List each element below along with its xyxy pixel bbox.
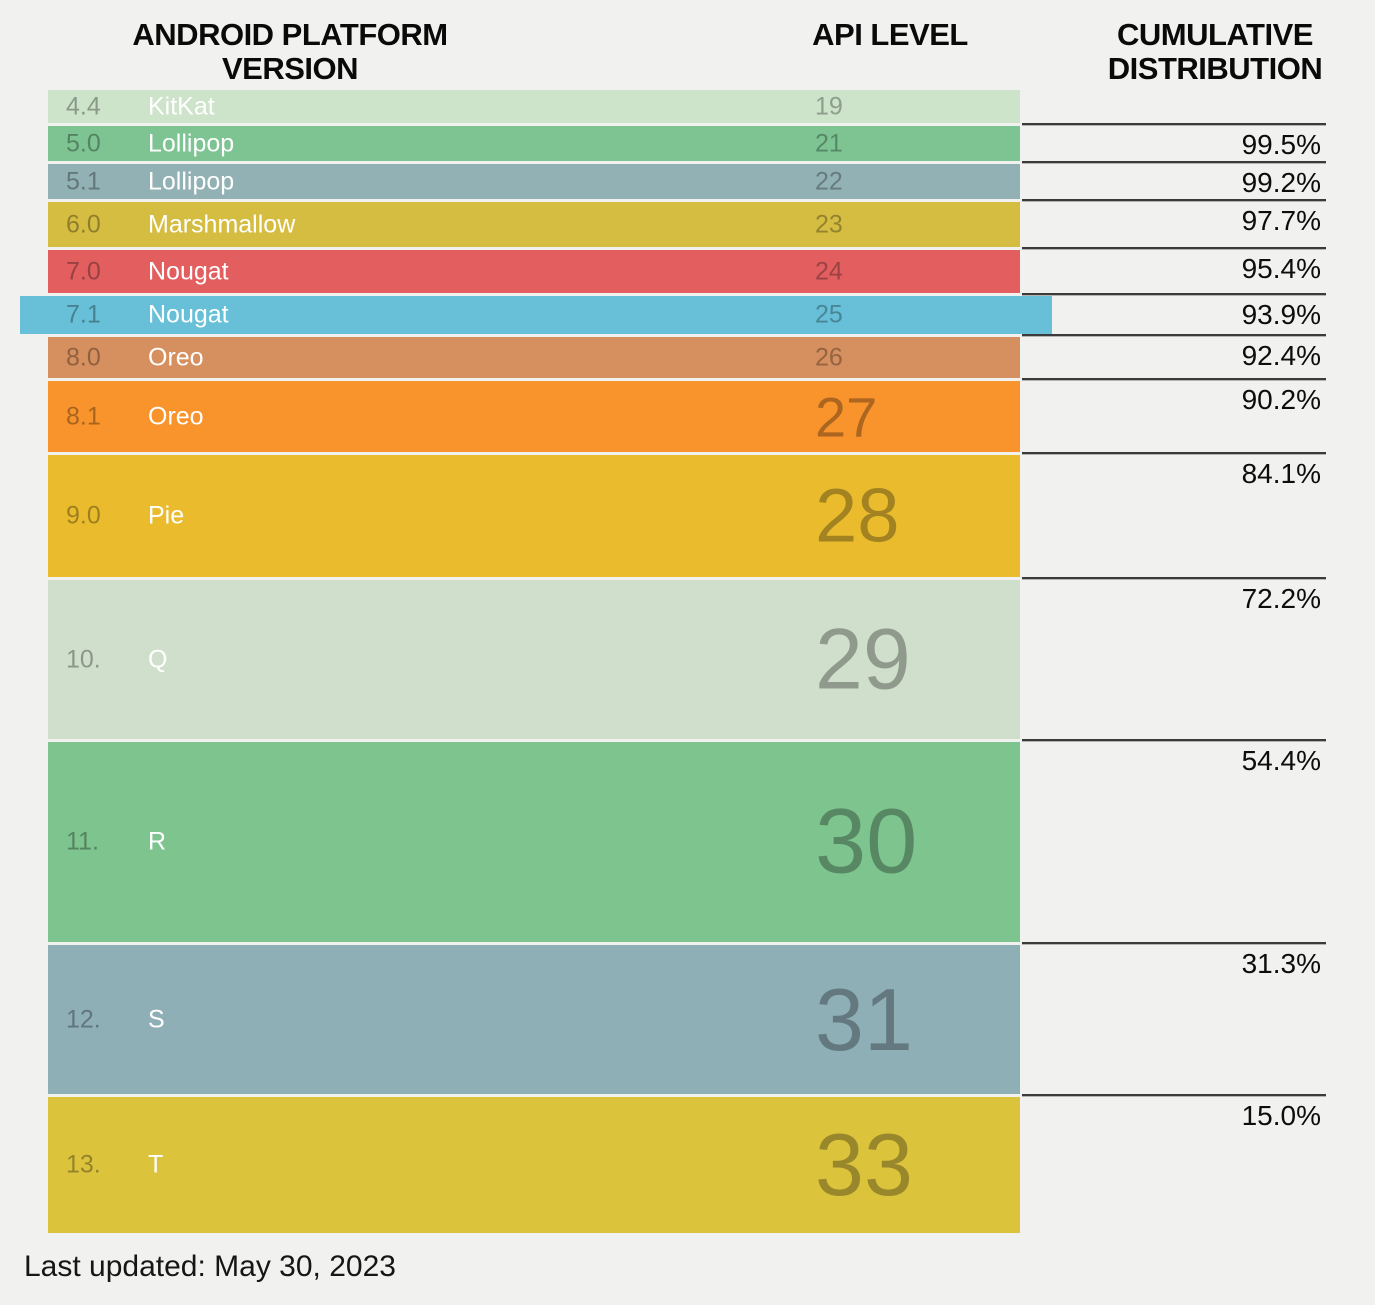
cumulative-divider-line [1022,123,1326,125]
version-row-28[interactable]: 9.0 Pie 28 [48,455,1020,577]
version-bar [48,126,1020,161]
cumulative-divider-line [1022,577,1326,579]
api-level-number: 28 [815,473,900,559]
version-row-31[interactable]: 12. S 31 [48,945,1020,1094]
version-codename: S [148,1005,165,1033]
api-level-number: 23 [815,210,843,238]
version-bar [48,742,1020,942]
cumulative-percentage: 93.9% [1241,299,1321,330]
version-number: 6.0 [66,210,101,238]
column-header-cumulative-distribution: CUMULATIVE DISTRIBUTION [1107,17,1323,86]
version-bar [48,1097,1020,1233]
cumulative-percentage: 15.0% [1241,1100,1321,1131]
version-bar [48,164,1020,199]
version-row-29[interactable]: 10. Q 29 [48,580,1020,739]
version-number: 12. [66,1005,101,1033]
cumulative-divider-line [1022,199,1326,201]
version-row-26[interactable]: 8.0 Oreo 26 [48,337,1020,378]
version-row-23[interactable]: 6.0 Marshmallow 23 [48,202,1020,247]
version-bar [48,202,1020,247]
version-codename: Oreo [148,343,204,371]
cumulative-divider-line [1022,1094,1326,1096]
cumulative-percentage: 97.7% [1241,205,1321,236]
version-number: 8.0 [66,343,101,371]
version-row-25[interactable]: 7.1 Nougat 25 [20,296,1052,334]
cumulative-percentage: 90.2% [1241,384,1321,415]
cumulative-percentage: 54.4% [1241,745,1321,776]
version-codename: Lollipop [148,167,235,195]
version-codename: T [148,1150,164,1179]
version-number: 4.4 [66,92,101,120]
cumulative-percentage: 72.2% [1241,583,1321,614]
version-bar [48,337,1020,378]
version-bar [48,455,1020,577]
api-level-number: 27 [815,385,878,448]
version-bar [48,250,1020,293]
version-codename: R [148,827,167,856]
api-level-number: 19 [815,92,843,120]
version-row-21[interactable]: 5.0 Lollipop 21 [48,126,1020,161]
version-codename: Q [148,645,168,673]
api-level-number: 25 [815,300,843,329]
api-level-number: 26 [815,343,843,371]
last-updated-text: Last updated: May 30, 2023 [24,1250,396,1283]
version-row-19[interactable]: 4.4 KitKat 19 [48,90,1020,123]
version-number: 9.0 [66,501,101,530]
api-level-number: 21 [815,129,843,157]
version-bar [48,381,1020,452]
version-number: 7.0 [66,257,101,285]
version-bar [48,90,1020,123]
cumulative-divider-line [1022,161,1326,163]
version-bar [48,945,1020,1094]
cumulative-divider-line [1022,452,1326,454]
cumulative-divider-line [1022,247,1326,249]
version-number: 11. [66,827,99,856]
version-codename: Pie [148,501,185,530]
cumulative-divider-line [1022,293,1326,295]
version-number: 5.1 [66,167,101,195]
column-header-platform-version: ANDROID PLATFORM VERSION [132,17,448,86]
version-codename: Marshmallow [148,210,296,238]
cumulative-divider-line [1022,739,1326,741]
version-codename: KitKat [148,92,215,120]
cumulative-percentage: 84.1% [1241,458,1321,489]
version-codename: Oreo [148,402,204,430]
cumulative-percentage: 31.3% [1241,948,1321,979]
cumulative-divider-line [1022,334,1326,336]
cumulative-percentage: 99.2% [1241,167,1321,198]
version-row-24[interactable]: 7.0 Nougat 24 [48,250,1020,293]
version-bar [48,580,1020,739]
column-header-api-level: API LEVEL [812,17,968,52]
cumulative-percentage: 99.5% [1241,129,1321,160]
cumulative-divider-line [1022,942,1326,944]
version-number: 8.1 [66,402,101,430]
api-level-number: 29 [815,611,911,707]
chart-area: 4.4 KitKat 19 99.5% 5.0 Lollipop 21 99.2% 5.1 Lol… [0,90,1375,1250]
version-row-22[interactable]: 5.1 Lollipop 22 [48,164,1020,199]
api-level-number: 22 [815,167,843,195]
api-level-number: 31 [815,969,913,1069]
api-level-number: 33 [815,1115,913,1214]
cumulative-percentage: 92.4% [1241,340,1321,371]
version-row-33[interactable]: 13. T 33 [48,1097,1020,1233]
version-number: 13. [66,1150,101,1179]
cumulative-percentage: 95.4% [1241,253,1321,284]
version-row-27[interactable]: 8.1 Oreo 27 [48,381,1020,452]
api-level-number: 24 [815,257,843,285]
version-row-30[interactable]: 11. R 30 [48,742,1020,942]
version-codename: Lollipop [148,129,235,157]
cumulative-divider-line [1022,378,1326,380]
version-bar-highlighted [20,296,1052,334]
api-level-number: 30 [815,790,918,893]
version-number: 5.0 [66,129,101,157]
version-codename: Nougat [148,257,229,285]
version-number: 10. [66,645,101,673]
version-codename: Nougat [148,300,229,329]
version-number: 7.1 [66,300,101,329]
